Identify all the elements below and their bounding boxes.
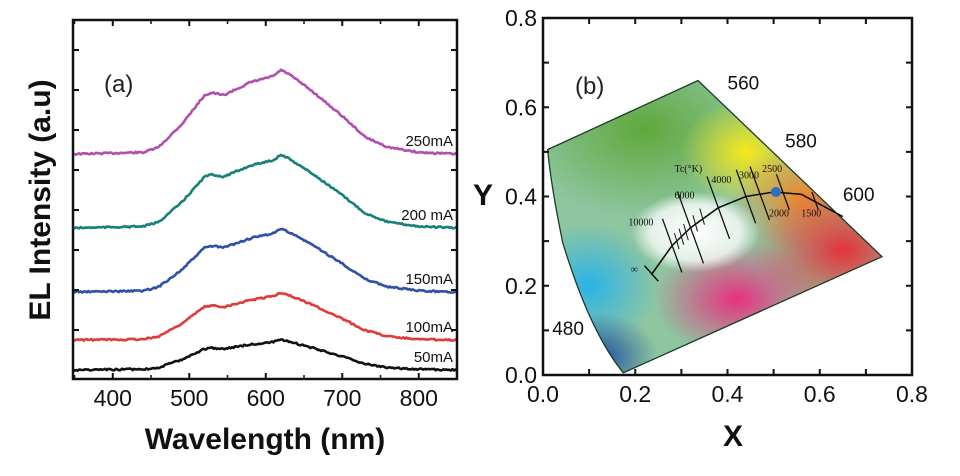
wavelength-label: 480 [552,319,584,340]
isotherm-line [735,169,757,224]
temperature-label: 6000 [674,191,694,202]
planckian-locus [650,191,844,276]
isotherm-line [677,191,705,264]
isotherm-line [775,173,790,211]
panel-label-a: (a) [104,71,133,98]
y-tick-label: 0.6 [505,94,537,120]
x-axis-label-b: X [723,420,743,453]
x-tick-label: 600 [247,385,285,411]
x-tick-label: 0.8 [896,381,928,407]
x-tick-label: 500 [170,385,208,411]
temperature-label: 1500 [801,209,821,220]
color-region [630,192,760,273]
isotherm-line [811,191,819,211]
series-line [72,227,458,294]
isotherm-minor [699,208,705,225]
x-axis-label-a: Wavelength (nm) [145,423,386,456]
y-axis-label-b: Y [473,179,493,212]
temperature-label: 3000 [739,171,759,182]
x-tick-label: 800 [400,385,438,411]
gamut-boundary [546,79,884,374]
el-spectra-chart: 250mA 200 mA 150mA 100mA 50mA 400 500 600 700 800 [71,18,459,411]
y-tick-label: 0.8 [505,5,537,31]
series-label: 200 mA [401,207,453,224]
series-line [72,153,458,230]
x-tick-label: 0.2 [619,381,651,407]
temperature-label: 2000 [769,209,789,220]
isotherm-minor [678,228,685,245]
series-label: 250mA [405,133,453,150]
x-tick-label: 700 [323,385,361,411]
series-label: 150mA [405,271,453,288]
series-line [72,68,458,156]
y-tick-label: 0.0 [505,362,537,388]
temperature-label: 4000 [711,175,731,186]
y-tick-label: 0.2 [505,273,537,299]
series-line [72,338,458,372]
x-tick-label: 400 [94,385,132,411]
x-tick-label: 0.4 [712,381,744,407]
isotherm-line [706,176,731,240]
y-axis-label-a: EL Intensity (a.u) [24,79,57,320]
isotherm-line [749,166,771,221]
series-label: 100mA [405,319,453,336]
wavelength-label: 560 [728,73,760,94]
locus-title: Tc(°K) [674,164,702,175]
temperature-label: 2500 [762,164,782,175]
panel-label-b: (b) [575,73,604,100]
series-label: 50mA [414,349,453,366]
y-tick-label: 0.4 [505,184,537,210]
x-tick-label: 0.0 [527,381,559,407]
isotherm-line [661,218,683,273]
temperature-label: 10000 [628,218,653,229]
isotherm-minor [673,232,680,250]
wavelength-label: 580 [785,131,817,152]
temperature-label: ∞ [631,264,638,275]
wavelength-label: 600 [843,185,875,206]
locus-end-cap [643,265,659,282]
series-line [72,292,458,342]
isotherm-minor [692,215,698,232]
data-point [770,187,781,198]
x-tick-label: 0.6 [804,381,836,407]
isotherm-minor [683,224,689,241]
